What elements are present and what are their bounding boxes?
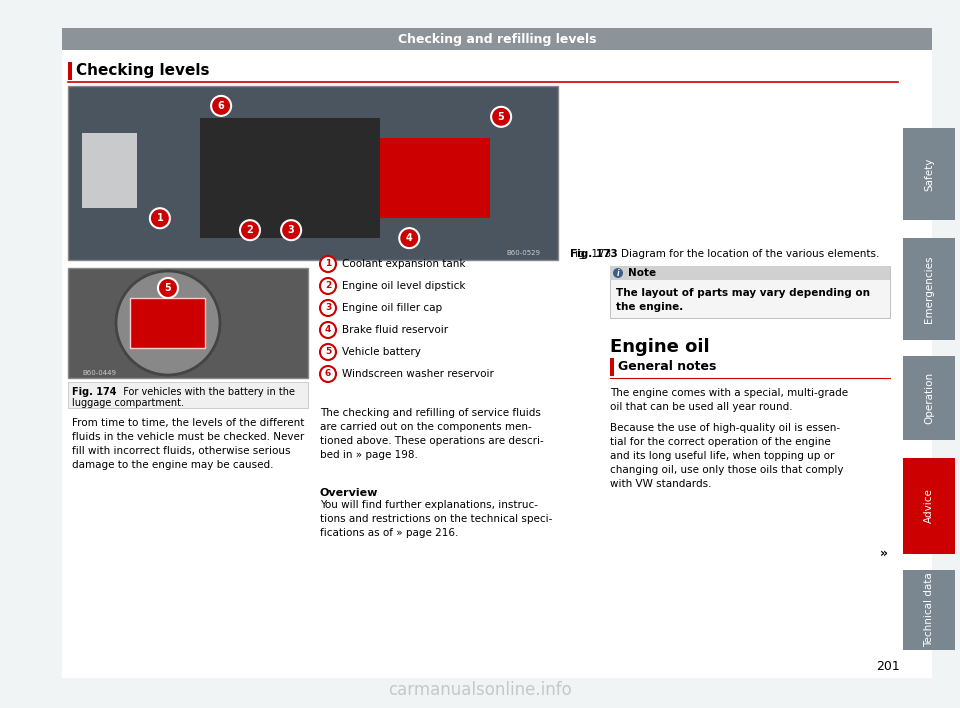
Text: 2: 2	[247, 225, 253, 235]
FancyBboxPatch shape	[68, 268, 308, 378]
Text: B60-0449: B60-0449	[82, 370, 116, 376]
Circle shape	[320, 366, 336, 382]
FancyBboxPatch shape	[200, 118, 380, 238]
FancyBboxPatch shape	[610, 266, 890, 280]
Text: 5: 5	[164, 283, 172, 293]
Text: carmanualsonline.info: carmanualsonline.info	[388, 681, 572, 699]
FancyBboxPatch shape	[62, 28, 932, 678]
Text: 5: 5	[324, 348, 331, 357]
Circle shape	[320, 256, 336, 272]
Circle shape	[150, 208, 170, 228]
FancyBboxPatch shape	[903, 238, 955, 340]
Text: Note: Note	[628, 268, 656, 278]
Text: 5: 5	[497, 112, 505, 122]
Circle shape	[492, 107, 511, 127]
Circle shape	[399, 228, 420, 248]
Text: »: »	[880, 547, 888, 559]
Text: The layout of parts may vary depending on
the engine.: The layout of parts may vary depending o…	[616, 288, 870, 312]
Text: 3: 3	[324, 304, 331, 312]
Text: Operation: Operation	[924, 372, 934, 424]
Text: Vehicle battery: Vehicle battery	[342, 347, 420, 357]
Circle shape	[240, 220, 260, 240]
Text: Engine oil level dipstick: Engine oil level dipstick	[342, 281, 466, 291]
Text: Checking and refilling levels: Checking and refilling levels	[397, 33, 596, 45]
FancyBboxPatch shape	[62, 28, 932, 50]
FancyBboxPatch shape	[130, 298, 205, 348]
FancyBboxPatch shape	[380, 138, 490, 218]
Text: The engine comes with a special, multi-grade
oil that can be used all year round: The engine comes with a special, multi-g…	[610, 388, 848, 412]
Text: Fig. 174: Fig. 174	[72, 387, 116, 397]
FancyBboxPatch shape	[68, 382, 308, 408]
Text: The checking and refilling of service fluids
are carried out on the components m: The checking and refilling of service fl…	[320, 408, 543, 460]
Text: i: i	[616, 268, 619, 278]
FancyBboxPatch shape	[610, 358, 614, 376]
Circle shape	[320, 278, 336, 294]
Text: Safety: Safety	[924, 157, 934, 190]
FancyBboxPatch shape	[903, 128, 955, 220]
Text: Advice: Advice	[924, 489, 934, 523]
FancyBboxPatch shape	[903, 458, 955, 554]
Text: Windscreen washer reservoir: Windscreen washer reservoir	[342, 369, 493, 379]
Text: For vehicles with the battery in the: For vehicles with the battery in the	[117, 387, 295, 397]
Text: Engine oil filler cap: Engine oil filler cap	[342, 303, 443, 313]
Circle shape	[320, 322, 336, 338]
Text: Emergencies: Emergencies	[924, 256, 934, 323]
Text: Engine oil: Engine oil	[610, 338, 709, 356]
Text: Fig. 173   Diagram for the location of the various elements.: Fig. 173 Diagram for the location of the…	[570, 249, 879, 259]
Text: 6: 6	[218, 101, 225, 111]
Text: Technical data: Technical data	[924, 573, 934, 647]
FancyBboxPatch shape	[68, 62, 72, 80]
FancyBboxPatch shape	[903, 570, 955, 650]
Circle shape	[148, 303, 188, 343]
Text: 1: 1	[156, 213, 163, 223]
Text: 6: 6	[324, 370, 331, 379]
Text: Fig. 173: Fig. 173	[570, 249, 617, 259]
FancyBboxPatch shape	[610, 266, 890, 318]
Text: General notes: General notes	[618, 360, 716, 374]
FancyBboxPatch shape	[82, 133, 137, 208]
Text: Coolant expansion tank: Coolant expansion tank	[342, 259, 466, 269]
Text: 1: 1	[324, 260, 331, 268]
Circle shape	[158, 278, 178, 298]
Circle shape	[116, 271, 220, 375]
Circle shape	[320, 344, 336, 360]
Text: 2: 2	[324, 282, 331, 290]
Text: Because the use of high-quality oil is essen-
tial for the correct operation of : Because the use of high-quality oil is e…	[610, 423, 844, 489]
Text: 4: 4	[324, 326, 331, 334]
Text: 201: 201	[876, 659, 900, 673]
FancyBboxPatch shape	[68, 86, 558, 260]
Circle shape	[320, 300, 336, 316]
Text: Checking levels: Checking levels	[76, 64, 209, 79]
Text: 3: 3	[288, 225, 295, 235]
Text: Brake fluid reservoir: Brake fluid reservoir	[342, 325, 448, 335]
Text: luggage compartment.: luggage compartment.	[72, 398, 184, 408]
Text: B60-0529: B60-0529	[506, 250, 540, 256]
Circle shape	[211, 96, 231, 116]
Circle shape	[613, 268, 623, 278]
Text: You will find further explanations, instruc-
tions and restrictions on the techn: You will find further explanations, inst…	[320, 500, 552, 538]
FancyBboxPatch shape	[903, 356, 955, 440]
Text: 4: 4	[406, 233, 413, 243]
Text: From time to time, the levels of the different
fluids in the vehicle must be che: From time to time, the levels of the dif…	[72, 418, 304, 470]
Circle shape	[281, 220, 301, 240]
Text: Overview: Overview	[320, 488, 378, 498]
